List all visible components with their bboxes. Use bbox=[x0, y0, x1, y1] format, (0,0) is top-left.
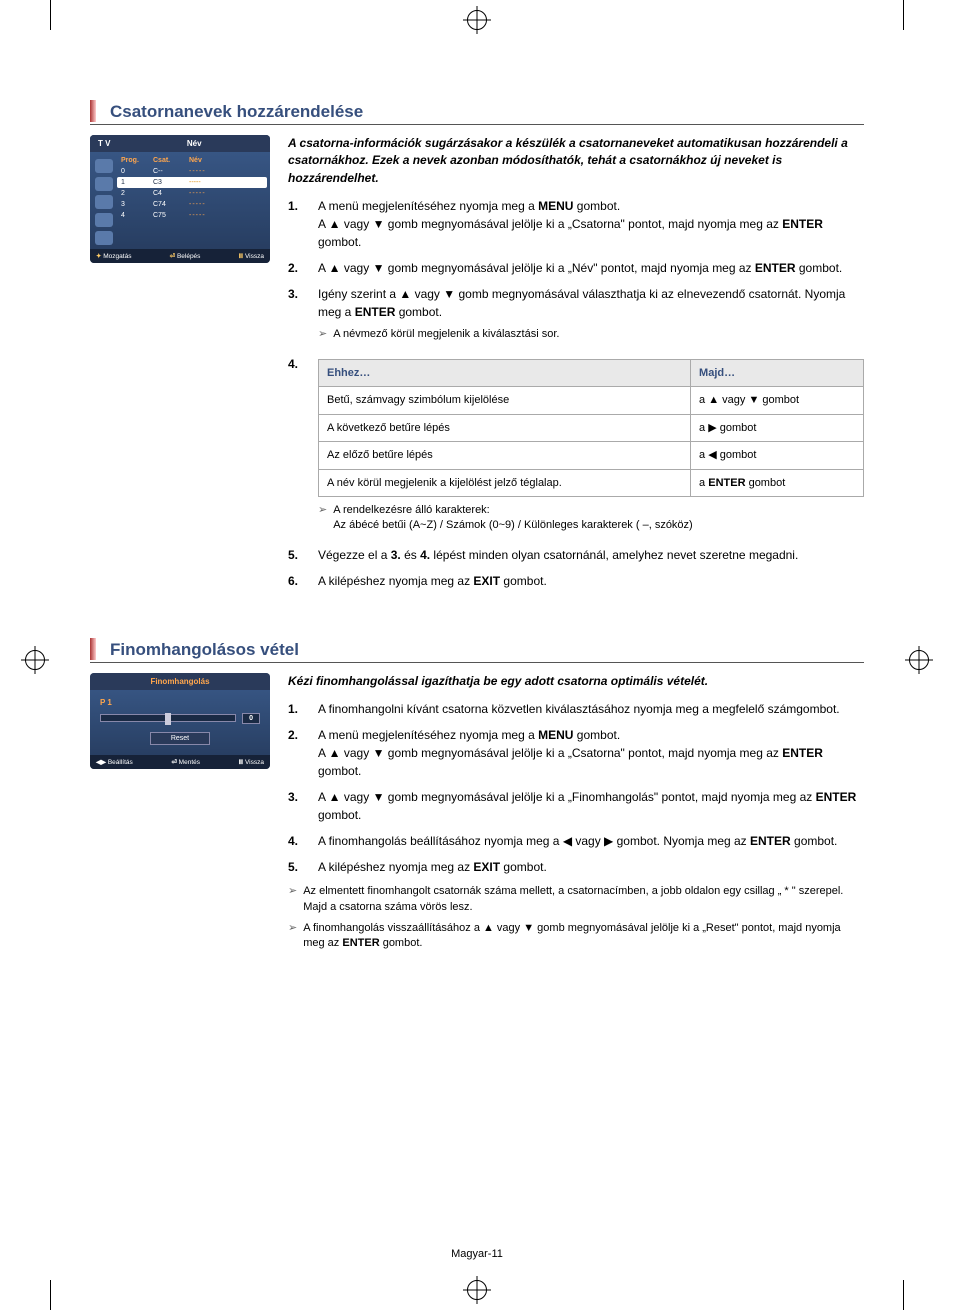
section-fine-tune: Finomhangolásos vétel Finomhangolás P 1 … bbox=[90, 638, 864, 956]
menu-header-name: Név bbox=[118, 135, 270, 152]
registration-mark bbox=[467, 10, 487, 30]
footer-save: ⏎ Mentés bbox=[171, 758, 200, 766]
menu-tab-tv: T V bbox=[90, 135, 118, 152]
footer-return: Ⅲ Vissza bbox=[239, 758, 264, 766]
finetune-channel-label: P 1 bbox=[100, 698, 260, 707]
note-icon: ➢ bbox=[288, 921, 297, 952]
note-text: A finomhangolás visszaállításához a ▲ va… bbox=[303, 921, 864, 952]
action-table: Ehhez…Majd… Betű, számvagy szimbólum kij… bbox=[318, 359, 864, 498]
menu-side-icons bbox=[93, 155, 117, 249]
menu-screenshot: T V Név Prog. bbox=[90, 135, 270, 598]
registration-mark bbox=[909, 650, 929, 670]
step-5: 5.Végezze el a 3. és 4. lépést minden ol… bbox=[288, 546, 864, 564]
note-icon: ➢ bbox=[318, 327, 327, 342]
menu-screenshot: Finomhangolás P 1 0 Reset ◀▶ Beállítás ⏎… bbox=[90, 673, 270, 956]
menu-row: 4C75----- bbox=[117, 210, 267, 221]
crop-mark bbox=[903, 1280, 904, 1310]
menu-icon bbox=[95, 213, 113, 227]
table-row: A név körül megjelenik a kijelölést jelz… bbox=[319, 469, 864, 497]
section-title: Csatornanevek hozzárendelése bbox=[110, 102, 363, 122]
title-accent-bar bbox=[90, 638, 96, 660]
menu-icon bbox=[95, 159, 113, 173]
finetune-reset-button: Reset bbox=[150, 732, 210, 745]
note-icon: ➢ bbox=[318, 503, 327, 534]
step-4: 4. Ehhez…Majd… Betű, számvagy szimbólum … bbox=[288, 355, 864, 538]
menu-icon bbox=[95, 195, 113, 209]
section-title-row: Finomhangolásos vétel bbox=[90, 638, 864, 663]
step-4: 4.A finomhangolás beállításához nyomja m… bbox=[288, 832, 864, 850]
footer-move: ✦ Mozgatás bbox=[96, 252, 131, 260]
title-accent-bar bbox=[90, 100, 96, 122]
step-3: 3.A ▲ vagy ▼ gomb megnyomásával jelölje … bbox=[288, 788, 864, 824]
registration-mark bbox=[25, 650, 45, 670]
section-title: Finomhangolásos vétel bbox=[110, 640, 299, 660]
footer-adjust: ◀▶ Beállítás bbox=[96, 758, 133, 766]
table-row: A következő betűre lépésa ▶ gombot bbox=[319, 414, 864, 442]
section-channel-names: Csatornanevek hozzárendelése T V Név bbox=[90, 100, 864, 598]
note-text: A rendelkezésre álló karakterek:Az ábécé… bbox=[333, 503, 693, 534]
step-6: 6.A kilépéshez nyomja meg az EXIT gombot… bbox=[288, 572, 864, 590]
finetune-title: Finomhangolás bbox=[90, 673, 270, 690]
slider-thumb bbox=[165, 713, 171, 725]
note-text: A névmező körül megjelenik a kiválasztás… bbox=[333, 327, 559, 342]
menu-row-selected: 1C3----- bbox=[117, 177, 267, 188]
menu-row: 2C4----- bbox=[117, 188, 267, 199]
crop-mark bbox=[50, 0, 51, 30]
page-number: Magyar-11 bbox=[90, 1248, 864, 1260]
menu-footer: ✦ Mozgatás ⏎ Belépés Ⅲ Vissza bbox=[90, 249, 270, 263]
table-header: Majd… bbox=[691, 359, 864, 387]
page-content: Csatornanevek hozzárendelése T V Név bbox=[90, 60, 864, 1250]
intro-text: A csatorna-információk sugárzásakor a ké… bbox=[288, 135, 864, 187]
finetune-slider bbox=[100, 714, 236, 722]
section-title-row: Csatornanevek hozzárendelése bbox=[90, 100, 864, 125]
step-3: 3.Igény szerint a ▲ vagy ▼ gomb megnyomá… bbox=[288, 285, 864, 346]
menu-row: 3C74----- bbox=[117, 199, 267, 210]
menu-footer: ◀▶ Beállítás ⏎ Mentés Ⅲ Vissza bbox=[90, 755, 270, 769]
registration-mark bbox=[467, 1280, 487, 1300]
menu-icon bbox=[95, 231, 113, 245]
finetune-value: 0 bbox=[242, 713, 260, 724]
step-2: 2.A ▲ vagy ▼ gomb megnyomásával jelölje … bbox=[288, 259, 864, 277]
crop-mark bbox=[903, 0, 904, 30]
section-text: Kézi finomhangolással igazíthatja be egy… bbox=[288, 673, 864, 956]
intro-text: Kézi finomhangolással igazíthatja be egy… bbox=[288, 673, 864, 690]
note-text: Az elmentett finomhangolt csatornák szám… bbox=[303, 884, 864, 915]
menu-row: 0C------- bbox=[117, 166, 267, 177]
step-1: 1.A menü megjelenítéséhez nyomja meg a M… bbox=[288, 197, 864, 251]
table-header: Ehhez… bbox=[319, 359, 691, 387]
step-1: 1.A finomhangolni kívánt csatorna közvet… bbox=[288, 700, 864, 718]
table-row: Az előző betűre lépésa ◀ gombot bbox=[319, 442, 864, 470]
finetune-slider-row: 0 bbox=[100, 713, 260, 724]
section-text: A csatorna-információk sugárzásakor a ké… bbox=[288, 135, 864, 598]
table-row: Betű, számvagy szimbólum kijelölésea ▲ v… bbox=[319, 387, 864, 415]
footer-enter: ⏎ Belépés bbox=[170, 252, 201, 260]
crop-mark bbox=[50, 1280, 51, 1310]
step-5: 5.A kilépéshez nyomja meg az EXIT gombot… bbox=[288, 858, 864, 876]
menu-icon bbox=[95, 177, 113, 191]
step-2: 2.A menü megjelenítéséhez nyomja meg a M… bbox=[288, 726, 864, 780]
menu-column-headers: Prog. Csat. Név bbox=[117, 155, 267, 166]
note-icon: ➢ bbox=[288, 884, 297, 915]
footer-return: Ⅲ Vissza bbox=[239, 252, 264, 260]
